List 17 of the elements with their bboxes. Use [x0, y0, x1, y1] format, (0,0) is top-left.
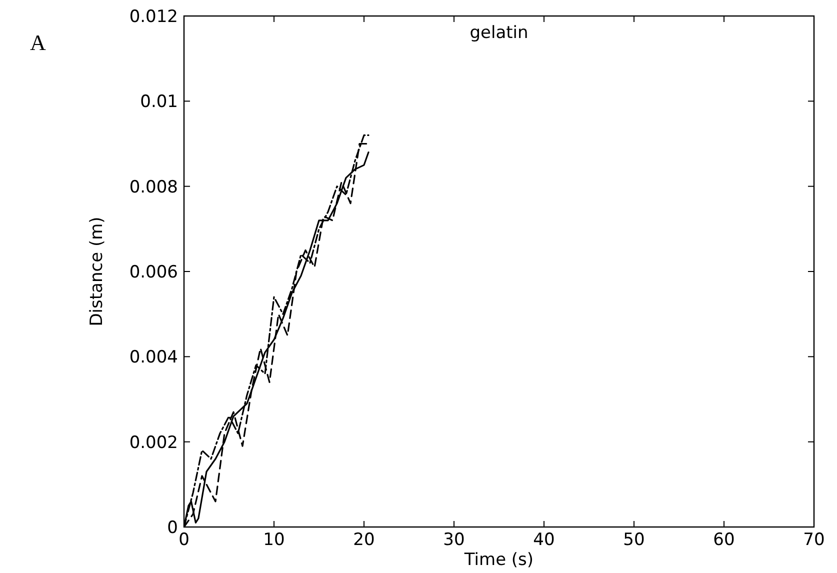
- x-tick-label: 20: [353, 530, 375, 550]
- y-axis-title: Distance (m): [87, 216, 107, 326]
- x-tick-label: 70: [803, 530, 825, 550]
- y-tick-label: 0.002: [129, 432, 178, 453]
- x-tick-label: 30: [443, 530, 465, 550]
- text: gelatin: [470, 23, 528, 43]
- x-axis-title: Time (s): [463, 550, 534, 570]
- x-tick-label: 50: [623, 530, 645, 550]
- y-tick-label: 0.012: [129, 7, 178, 27]
- y-tick-label: 0.006: [129, 262, 178, 282]
- x-tick-label: 60: [713, 530, 735, 550]
- x-tick-label: 10: [263, 530, 285, 550]
- y-tick-label: 0.01: [140, 92, 178, 112]
- x-tick-label: 40: [533, 530, 555, 550]
- y-tick-label: 0.008: [129, 177, 178, 198]
- text: A: [30, 30, 46, 55]
- y-tick-label: 0.004: [129, 348, 178, 368]
